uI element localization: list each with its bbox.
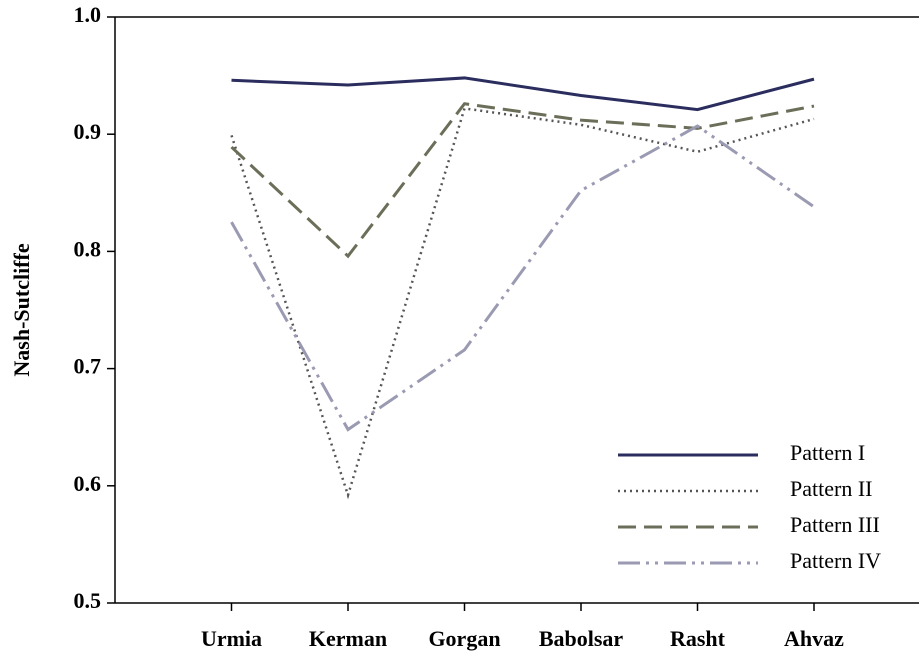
series-line [230,102,815,259]
x-tick-label: Kerman [309,626,387,651]
x-tick-label: Ahvaz [784,626,844,651]
y-tick-label: 0.7 [74,354,102,379]
y-tick-label: 0.8 [74,236,102,261]
y-tick-label: 0.5 [74,588,102,613]
y-tick-label: 1.0 [74,2,102,27]
x-tick-label: Babolsar [539,626,624,651]
legend-label: Pattern IV [790,548,881,573]
legend-label: Pattern II [790,476,872,501]
series-line [231,76,815,112]
series-line [230,124,815,432]
legend-label: Pattern III [790,512,880,537]
x-tick-label: Urmia [201,626,262,651]
x-tick-label: Rasht [670,626,726,651]
x-tick-label: Gorgan [428,626,500,651]
y-axis-label: Nash-Sutcliffe [9,243,34,376]
y-tick-label: 0.6 [74,471,102,496]
legend-label: Pattern I [790,440,865,465]
y-tick-label: 0.9 [74,119,102,144]
series-line [230,107,815,500]
